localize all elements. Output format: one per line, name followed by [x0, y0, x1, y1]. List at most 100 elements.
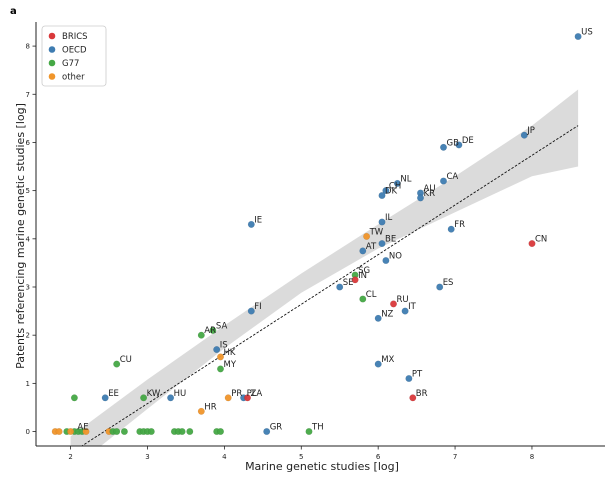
- point-label-es: ES: [443, 278, 454, 288]
- point-label-ee: EE: [108, 389, 119, 399]
- x-tick-label: 8: [530, 453, 534, 461]
- x-tick-label: 6: [376, 453, 381, 461]
- point-unlabeled: [82, 428, 90, 436]
- point-label-ca: CA: [447, 172, 459, 182]
- point-label-br: BR: [416, 389, 428, 399]
- point-mx: [374, 360, 382, 368]
- point-label-fi: FI: [254, 302, 261, 312]
- point-fr: [447, 225, 455, 233]
- point-label-kw: KW: [147, 389, 161, 399]
- point-unlabeled: [55, 428, 63, 436]
- point-label-hk: HK: [224, 348, 236, 358]
- point-in: [351, 276, 359, 284]
- legend-box: [41, 25, 107, 87]
- point-label-nl: NL: [400, 174, 411, 184]
- point-ca: [440, 177, 448, 185]
- point-dk: [378, 191, 386, 199]
- legend-marker-brics: [48, 32, 56, 40]
- point-nl: [393, 179, 401, 187]
- point-label-sa: SA: [216, 321, 228, 331]
- confidence-band-layer: [70, 89, 579, 446]
- point-ee: [101, 394, 109, 402]
- point-unlabeled: [70, 394, 78, 402]
- point-label-sg: SG: [358, 266, 370, 276]
- point-label-is: IS: [220, 341, 228, 351]
- y-tick-label: 7: [26, 91, 30, 99]
- point-label-au: AU: [424, 184, 436, 194]
- point-label-mx: MX: [381, 355, 394, 365]
- point-label-hu: HU: [174, 389, 187, 399]
- point-pt: [405, 375, 413, 383]
- point-cn: [528, 240, 536, 248]
- point-label-hr: HR: [204, 402, 216, 412]
- point-label-cn: CN: [535, 235, 547, 245]
- point-ch: [382, 187, 390, 195]
- point-us: [574, 33, 582, 41]
- point-label-fr: FR: [454, 220, 465, 230]
- point-kw: [140, 394, 148, 402]
- point-label-pl: PL: [247, 389, 257, 399]
- x-tick-label: 7: [453, 453, 457, 461]
- point-label-dk: DK: [385, 187, 398, 197]
- point-label-my: MY: [224, 360, 237, 370]
- legend-marker-g77: [48, 59, 56, 67]
- point-label-tw: TW: [369, 227, 384, 237]
- x-tick-label: 2: [68, 453, 72, 461]
- point-unlabeled: [186, 428, 194, 436]
- axes-layer: 2 3 4 5 6 7 8 0 1 2 3 4 5 6 7 8: [26, 22, 605, 461]
- point-tw: [363, 232, 371, 240]
- point-kr: [417, 194, 425, 202]
- point-hk: [216, 353, 224, 361]
- point-label-cl: CL: [366, 290, 377, 300]
- points-layer: [51, 33, 582, 436]
- x-tick-label: 4: [222, 453, 227, 461]
- point-label-us: US: [581, 28, 593, 38]
- y-tick-label: 2: [26, 332, 30, 340]
- point-label-ae: AE: [77, 423, 88, 433]
- point-label-pr: PR: [231, 389, 242, 399]
- point-nz: [374, 314, 382, 322]
- legend-marker-other: [48, 73, 56, 80]
- point-unlabeled: [67, 428, 75, 436]
- y-tick-label: 0: [26, 428, 30, 436]
- point-label-at: AT: [366, 242, 377, 252]
- y-tick-label: 6: [26, 139, 31, 147]
- point-it: [401, 307, 409, 315]
- y-tick-label: 4: [26, 235, 31, 243]
- point-label-za: ZA: [251, 389, 263, 399]
- point-cl: [359, 295, 367, 303]
- point-gr: [263, 428, 271, 436]
- point-unlabeled: [120, 428, 128, 436]
- point-label-gb: GB: [447, 138, 460, 148]
- point-label-il: IL: [385, 213, 393, 223]
- point-label-gr: GR: [270, 423, 283, 433]
- point-label-nz: NZ: [381, 309, 393, 319]
- point-unlabeled: [113, 428, 121, 436]
- point-label-ar: AR: [204, 326, 216, 336]
- point-unlabeled: [178, 428, 186, 436]
- point-label-kr: KR: [424, 189, 436, 199]
- point-my: [216, 365, 224, 373]
- point-cu: [113, 360, 121, 368]
- x-tick-label: 3: [145, 453, 149, 461]
- point-fi: [247, 307, 255, 315]
- point-label-it: IT: [408, 302, 417, 312]
- point-label-cu: CU: [120, 355, 132, 365]
- point-label-se: SE: [343, 278, 354, 288]
- regression-line: [80, 125, 579, 446]
- point-br: [409, 394, 417, 402]
- point-label-de: DE: [462, 136, 474, 146]
- legend-label-other: other: [62, 73, 85, 83]
- point-es: [436, 283, 444, 291]
- point-unlabeled: [147, 428, 155, 436]
- panel-label: a: [10, 6, 17, 17]
- y-tick-label: 1: [26, 380, 30, 388]
- point-label-in: IN: [358, 271, 367, 281]
- point-il: [378, 218, 386, 226]
- point-ie: [247, 220, 255, 228]
- point-se: [336, 283, 344, 291]
- point-label-pt: PT: [412, 370, 423, 380]
- point-label-ie: IE: [254, 215, 262, 225]
